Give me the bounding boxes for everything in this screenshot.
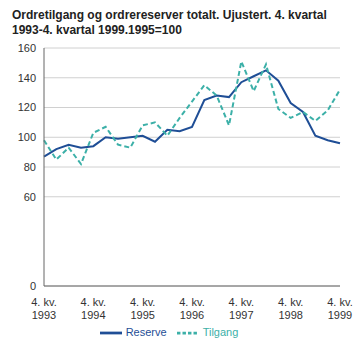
html-text:Ordretilgang og ordrereserver: Ordretilgang og ordrereserver totalt. Uj…: [12, 8, 327, 37]
svg-text:100: 100: [18, 131, 36, 143]
svg-text:80: 80: [24, 161, 36, 173]
html-text:Reserve: Reserve: [125, 325, 167, 338]
svg-text:0: 0: [30, 280, 36, 292]
svg-text:160: 160: [18, 42, 36, 54]
svg-text:4. kv.1993: 4. kv.1993: [31, 296, 56, 321]
html-text:Tilgang: Tilgang: [202, 325, 239, 338]
svg-text:140: 140: [18, 72, 36, 84]
svg-text:4. kv.1999: 4. kv.1999: [327, 296, 352, 321]
svg-text:120: 120: [18, 101, 36, 113]
svg-text:4. kv.1997: 4. kv.1997: [229, 296, 254, 321]
svg-text:60: 60: [24, 191, 36, 203]
svg-text:4. kv.1996: 4. kv.1996: [179, 296, 204, 321]
svg-text:4. kv.1994: 4. kv.1994: [81, 296, 106, 321]
svg-text:4. kv.1995: 4. kv.1995: [130, 296, 155, 321]
svg-text:4. kv.1998: 4. kv.1998: [278, 296, 303, 321]
